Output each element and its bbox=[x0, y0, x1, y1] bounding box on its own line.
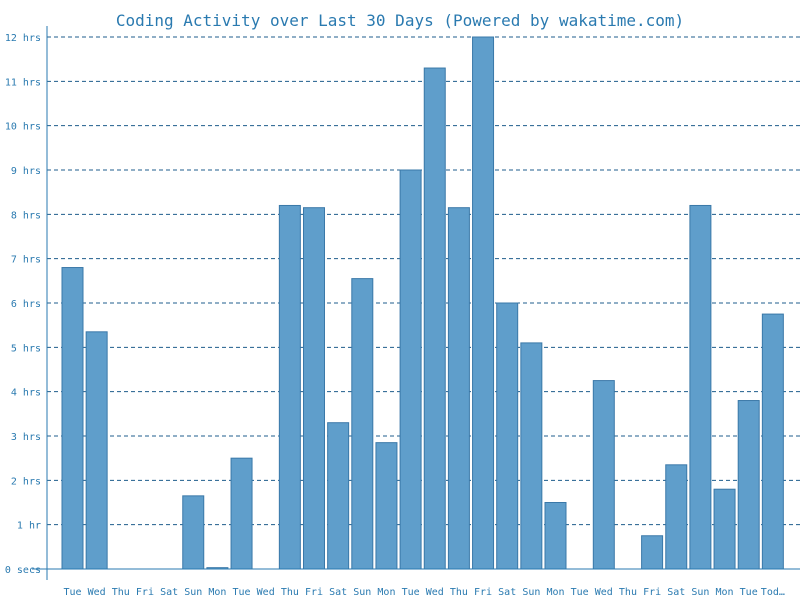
x-tick-label: Fri bbox=[136, 587, 154, 598]
x-tick-label: Wed bbox=[257, 587, 275, 598]
axes bbox=[32, 26, 800, 580]
bar[interactable] bbox=[713, 488, 736, 570]
bar[interactable] bbox=[472, 36, 495, 570]
grid-lines bbox=[47, 36, 800, 526]
x-tick-label: Sun bbox=[353, 587, 371, 598]
y-tick-label: 7 hrs bbox=[11, 255, 41, 266]
x-tick-label: Tue bbox=[233, 587, 251, 598]
bar[interactable] bbox=[182, 495, 205, 570]
x-tick-label: Tod… bbox=[761, 587, 785, 598]
bar[interactable] bbox=[278, 204, 301, 570]
bar[interactable] bbox=[399, 169, 422, 570]
x-tick-label: Thu bbox=[112, 587, 130, 598]
bar[interactable] bbox=[592, 380, 615, 570]
x-tick-label: Sat bbox=[160, 587, 178, 598]
x-tick-label: Mon bbox=[546, 587, 564, 598]
bar[interactable] bbox=[496, 302, 519, 570]
x-tick-label: Thu bbox=[281, 587, 299, 598]
x-tick-label: Mon bbox=[716, 587, 734, 598]
y-tick-label: 9 hrs bbox=[11, 166, 41, 177]
chart-title: Coding Activity over Last 30 Days (Power… bbox=[116, 11, 684, 30]
bar[interactable] bbox=[230, 457, 253, 570]
x-tick-label: Mon bbox=[377, 587, 395, 598]
x-tick-label: Tue bbox=[571, 587, 589, 598]
y-tick-labels: 0 secs 1 hr 2 hrs 3 hrs 4 hrs 5 hrs 6 hrs 7 hrs… bbox=[5, 33, 41, 576]
y-tick-label: 6 hrs bbox=[11, 299, 41, 310]
y-tick-label: 3 hrs bbox=[11, 432, 41, 443]
bar[interactable] bbox=[689, 204, 712, 570]
y-tick-label: 12 hrs bbox=[5, 33, 41, 44]
x-tick-label: Fri bbox=[643, 587, 661, 598]
x-tick-label: Wed bbox=[595, 587, 613, 598]
x-tick-label: Wed bbox=[88, 587, 106, 598]
bar[interactable] bbox=[641, 535, 664, 570]
bar[interactable] bbox=[375, 442, 398, 570]
bar[interactable] bbox=[520, 342, 543, 570]
x-tick-label: Sat bbox=[498, 587, 516, 598]
x-tick-label: Wed bbox=[426, 587, 444, 598]
bar[interactable] bbox=[665, 464, 688, 570]
y-tick-label: 5 hrs bbox=[11, 343, 41, 354]
x-tick-label: Sun bbox=[522, 587, 540, 598]
y-tick-label: 11 hrs bbox=[5, 77, 41, 88]
x-tick-label: Sun bbox=[184, 587, 202, 598]
y-tick-label: 8 hrs bbox=[11, 210, 41, 221]
bar[interactable] bbox=[351, 278, 374, 570]
bar[interactable] bbox=[85, 331, 108, 570]
x-tick-label: Tue bbox=[63, 587, 81, 598]
bar[interactable] bbox=[61, 267, 84, 570]
x-tick-label: Mon bbox=[208, 587, 226, 598]
x-tick-label: Fri bbox=[474, 587, 492, 598]
x-tick-label: Thu bbox=[450, 587, 468, 598]
y-tick-label: 0 secs bbox=[5, 565, 41, 576]
x-tick-label: Sat bbox=[667, 587, 685, 598]
bar[interactable] bbox=[761, 313, 784, 570]
x-tick-label: Sat bbox=[329, 587, 347, 598]
y-tick-label: 4 hrs bbox=[11, 388, 41, 399]
x-tick-label: Tue bbox=[740, 587, 758, 598]
y-tick-label: 1 hr bbox=[17, 521, 41, 532]
y-tick-label: 2 hrs bbox=[11, 476, 41, 487]
bar[interactable] bbox=[544, 502, 567, 570]
bar[interactable] bbox=[303, 207, 325, 570]
x-tick-label: Fri bbox=[305, 587, 323, 598]
bar[interactable] bbox=[737, 400, 760, 570]
x-tick-label: Thu bbox=[619, 587, 637, 598]
bars bbox=[61, 36, 784, 570]
bar[interactable] bbox=[327, 422, 350, 570]
x-tick-label: Tue bbox=[402, 587, 420, 598]
bar[interactable] bbox=[447, 207, 470, 570]
x-tick-label: Sun bbox=[691, 587, 709, 598]
x-tick-labels: Tue Wed Thu Fri Sat Sun Mon Tue Wed Thu Fri Sat Sun M… bbox=[63, 587, 784, 598]
bar[interactable] bbox=[423, 67, 446, 570]
y-tick-label: 10 hrs bbox=[5, 122, 41, 133]
